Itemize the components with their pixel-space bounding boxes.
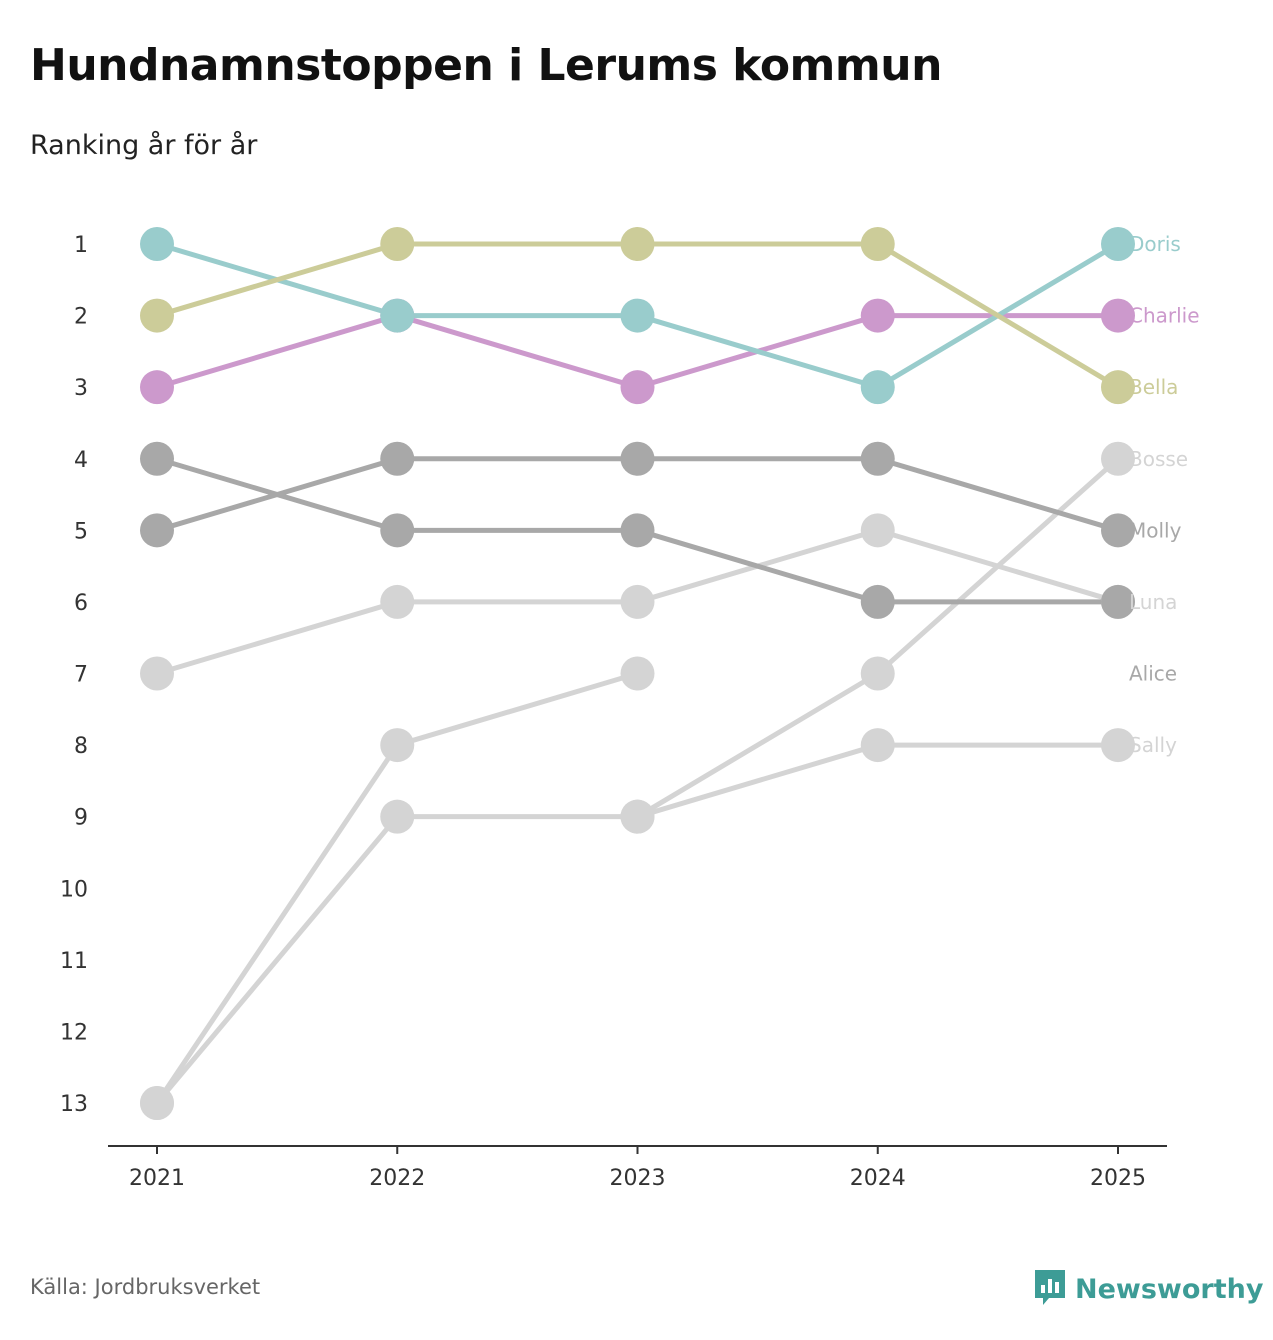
y-tick-label: 13 bbox=[60, 1092, 88, 1117]
series-point bbox=[620, 513, 655, 548]
source-note: Källa: Jordbruksverket bbox=[30, 1275, 261, 1299]
series-point bbox=[860, 584, 895, 619]
brand-logo[interactable]: Newsworthy bbox=[1033, 1268, 1263, 1310]
series-point bbox=[140, 370, 174, 405]
series-point bbox=[380, 298, 415, 333]
series-point bbox=[140, 656, 174, 691]
series-point bbox=[1101, 298, 1135, 333]
y-tick-label: 3 bbox=[74, 376, 88, 401]
x-tick-label: 2024 bbox=[850, 1166, 906, 1191]
series-point bbox=[860, 227, 895, 261]
x-tick-label: 2021 bbox=[129, 1166, 185, 1191]
y-tick-label: 1 bbox=[74, 233, 88, 258]
y-tick-label: 4 bbox=[74, 448, 88, 473]
y-tick-label: 6 bbox=[74, 591, 88, 616]
series-point bbox=[1101, 513, 1135, 548]
series-end-label: Alice bbox=[1129, 662, 1177, 686]
series-point bbox=[140, 1086, 174, 1120]
series-point bbox=[620, 584, 655, 619]
series-point bbox=[1101, 227, 1135, 261]
y-tick-label: 2 bbox=[74, 305, 88, 330]
series-point bbox=[140, 298, 174, 333]
series-point bbox=[620, 656, 655, 691]
series-end-label: Charlie bbox=[1129, 304, 1200, 328]
chart-title: Hundnamnstoppen i Lerums kommun bbox=[30, 40, 942, 91]
series-line bbox=[155, 742, 1118, 1105]
series-point bbox=[380, 513, 415, 548]
series-point bbox=[1101, 728, 1135, 763]
series-point bbox=[860, 513, 895, 548]
series-point bbox=[1101, 584, 1135, 619]
series-point bbox=[860, 441, 895, 476]
y-tick-label: 8 bbox=[74, 734, 88, 759]
series-end-label: Bosse bbox=[1129, 447, 1188, 471]
x-tick-label: 2023 bbox=[610, 1166, 666, 1191]
series-end-label: Doris bbox=[1129, 232, 1181, 256]
series-point bbox=[620, 298, 655, 333]
series-point bbox=[380, 227, 415, 261]
series-point bbox=[380, 728, 415, 763]
y-tick-label: 10 bbox=[60, 877, 88, 902]
series-end-label: Sally bbox=[1129, 733, 1177, 757]
series-point bbox=[380, 441, 415, 476]
series-line bbox=[636, 456, 1120, 819]
series-point bbox=[620, 441, 655, 476]
series-point bbox=[620, 227, 655, 261]
series-point bbox=[620, 799, 655, 834]
y-tick-label: 9 bbox=[74, 806, 88, 831]
series-point bbox=[860, 370, 895, 405]
x-tick-label: 2025 bbox=[1090, 1166, 1146, 1191]
series-end-label: Molly bbox=[1129, 518, 1182, 542]
brand-name: Newsworthy bbox=[1075, 1273, 1264, 1305]
series-point bbox=[140, 441, 174, 476]
series-point bbox=[620, 370, 655, 405]
x-tick-label: 2022 bbox=[369, 1166, 425, 1191]
series-point bbox=[860, 656, 895, 691]
series-end-label: Luna bbox=[1129, 590, 1177, 614]
series-point bbox=[860, 728, 895, 763]
series-point bbox=[380, 584, 415, 619]
y-tick-label: 7 bbox=[74, 663, 88, 688]
series-end-label: Bella bbox=[1129, 375, 1178, 399]
x-axis: 2021 2022 2023 2024 2025 bbox=[108, 1145, 1167, 1191]
y-tick-label: 12 bbox=[60, 1020, 88, 1045]
newsworthy-logo-icon bbox=[1033, 1268, 1067, 1310]
chart-subtitle: Ranking år för år bbox=[30, 130, 258, 161]
y-tick-label: 5 bbox=[74, 519, 88, 544]
series-point bbox=[380, 799, 415, 834]
series-point bbox=[140, 513, 174, 548]
series-point bbox=[140, 227, 174, 261]
series-point bbox=[860, 298, 895, 333]
y-tick-label: 11 bbox=[60, 949, 88, 974]
series-point bbox=[1101, 370, 1135, 405]
series-point bbox=[1101, 441, 1135, 476]
series-points bbox=[140, 227, 1135, 1120]
series-end-labels: Doris Charlie Bella Bosse Molly Luna Alice Sall… bbox=[1129, 232, 1200, 757]
